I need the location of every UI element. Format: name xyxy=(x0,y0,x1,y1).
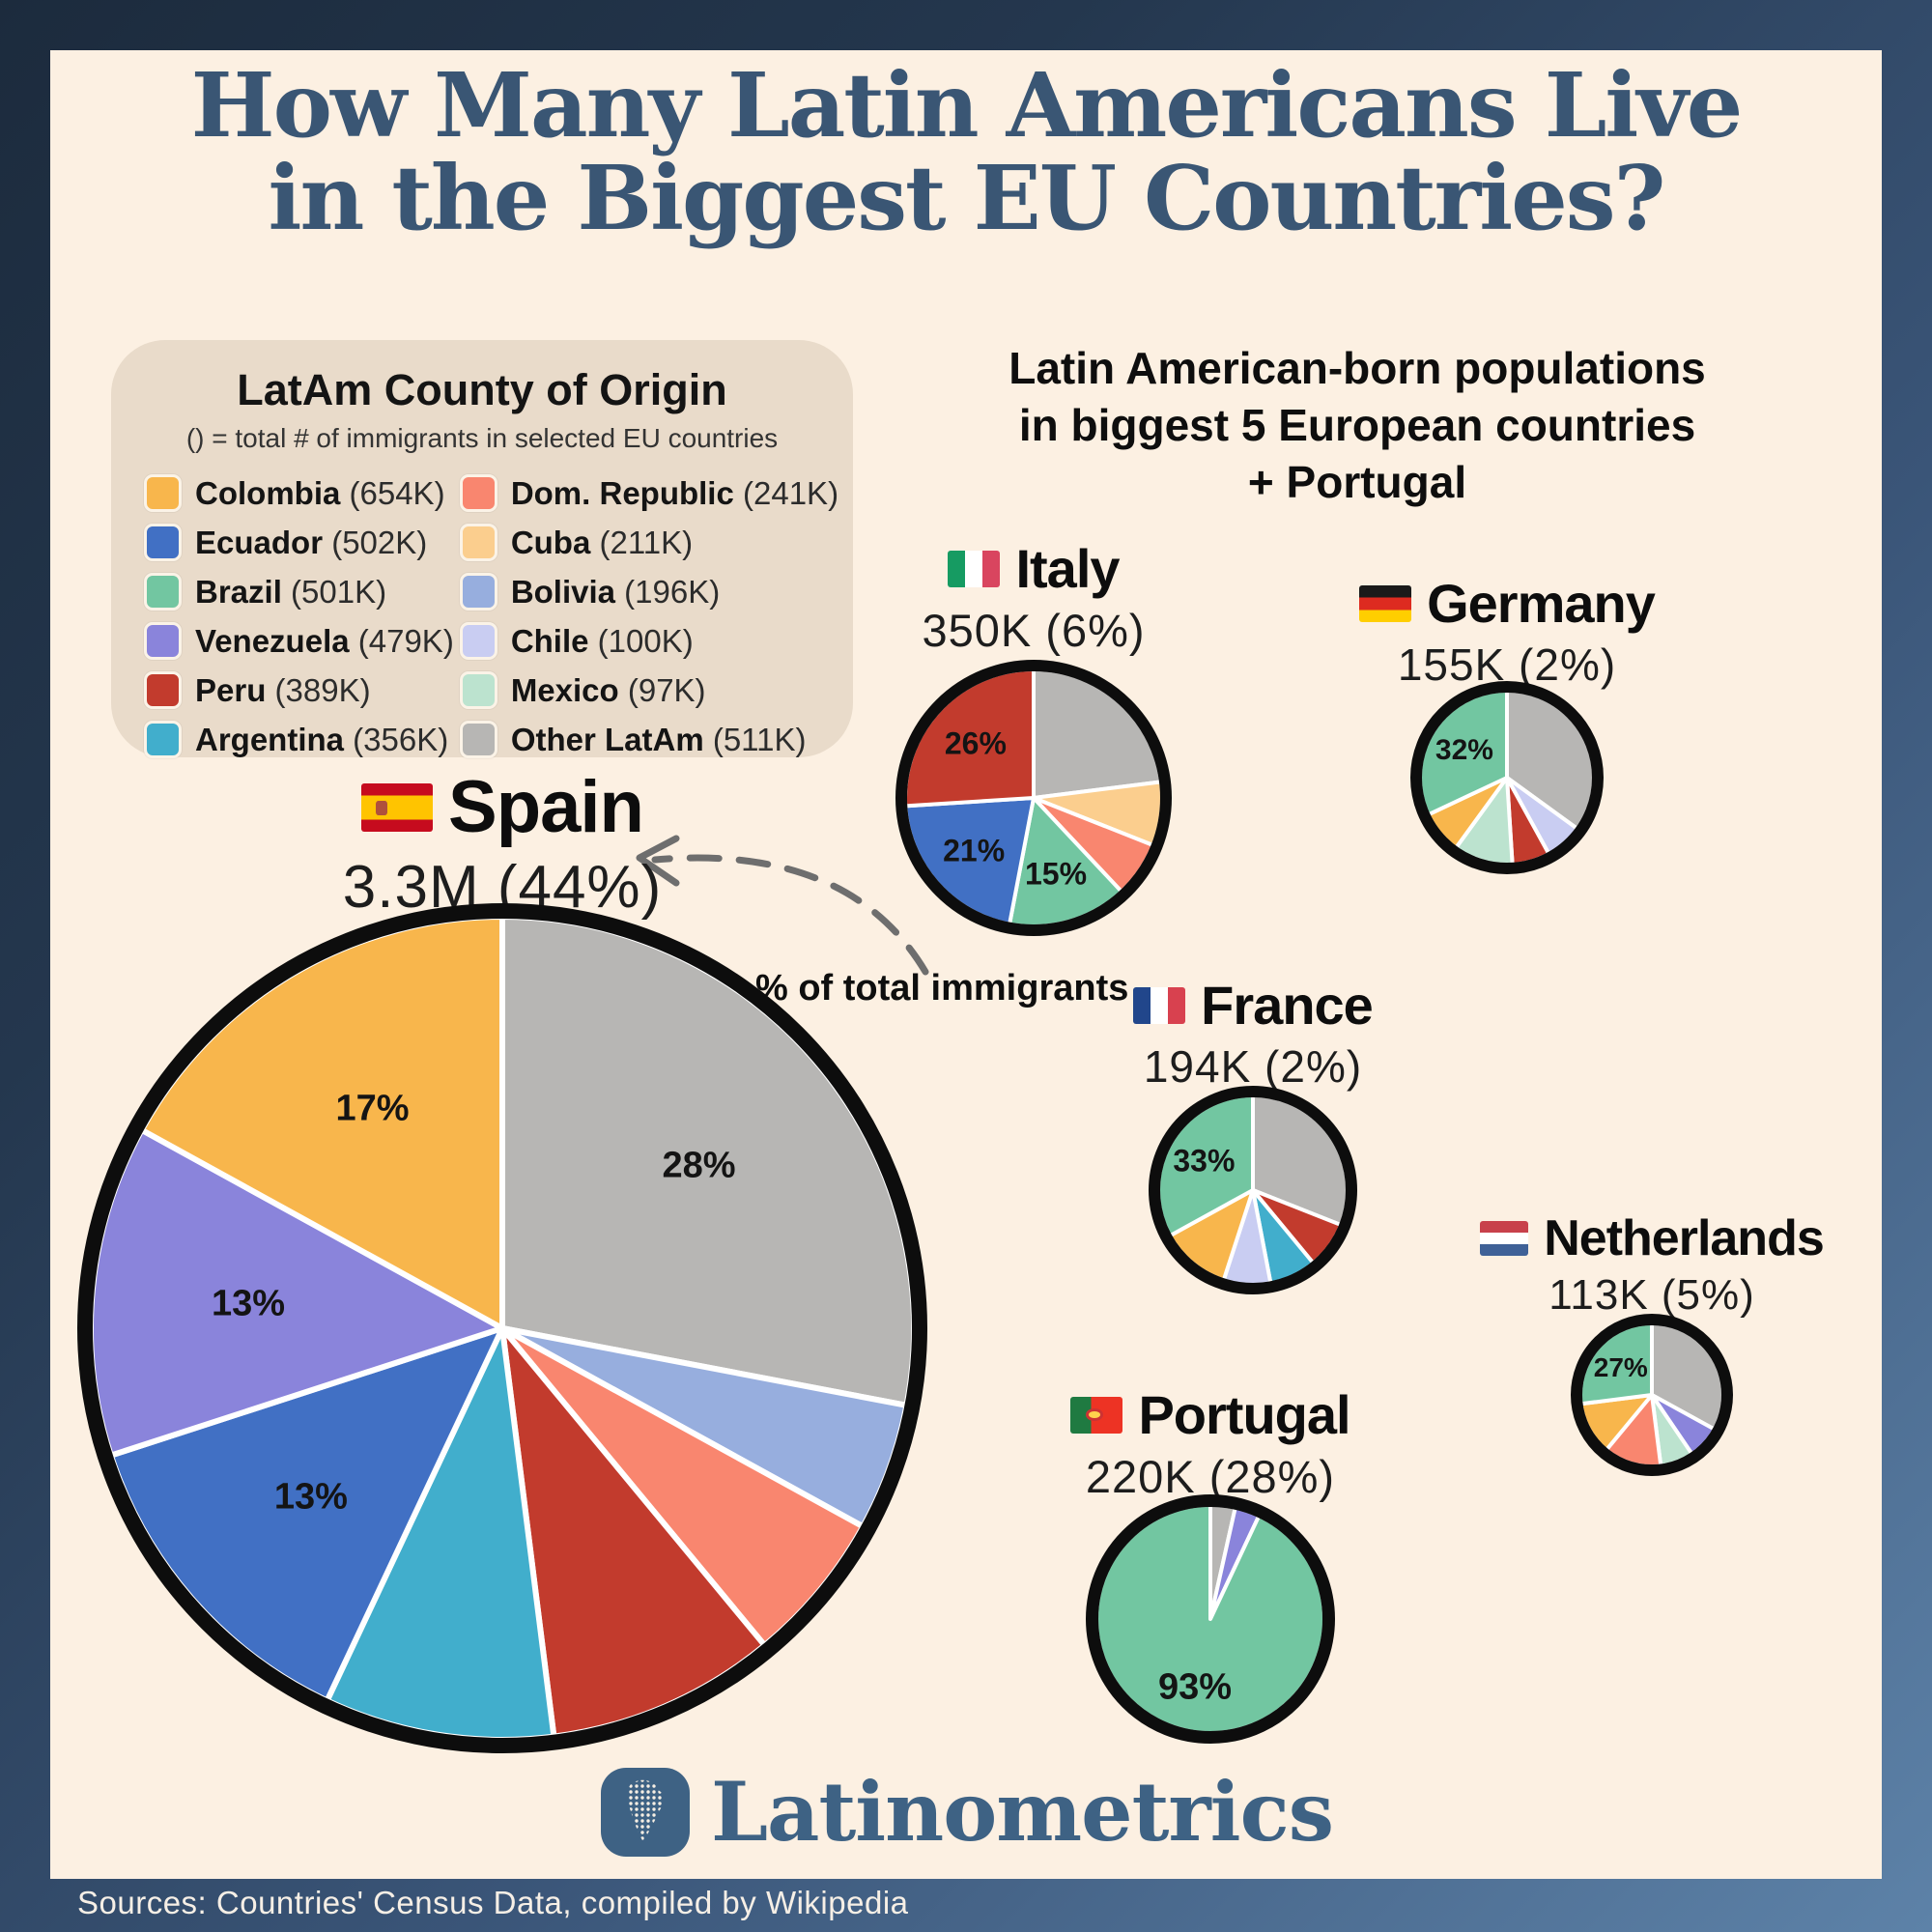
country-heading-france: France 194K (2%) xyxy=(886,974,1620,1093)
country-value: 350K (6%) xyxy=(922,605,1146,656)
legend-swatch xyxy=(459,721,497,758)
country-heading-portugal: Portugal 220K (28%) xyxy=(843,1383,1577,1503)
pie-slice-label-germany-brazil: 32% xyxy=(1435,734,1493,767)
country-heading-germany: Germany 155K (2%) xyxy=(1140,572,1874,691)
overview-line1: Latin American-born populations xyxy=(1009,343,1706,393)
country-name: France xyxy=(1201,975,1374,1036)
legend-item-dom-republic: Dom. Republic (241K) xyxy=(459,469,839,517)
netherlands-flag-icon xyxy=(1480,1221,1529,1256)
latinometrics-logo-icon xyxy=(600,1767,690,1857)
italy-flag-icon xyxy=(948,550,1001,587)
pie-outline xyxy=(1086,1494,1335,1744)
legend-item-label: Dom. Republic (241K) xyxy=(510,474,839,511)
legend-item-brazil: Brazil (501K) xyxy=(144,568,454,615)
page-title-line2: in the Biggest EU Countries? xyxy=(268,145,1666,250)
pie-slice-label-italy-brazil: 15% xyxy=(1024,856,1088,892)
country-value: 220K (28%) xyxy=(1085,1451,1336,1502)
overview-text: Latin American-born populations in bigge… xyxy=(985,340,1729,511)
legend-swatch xyxy=(144,721,182,758)
pie-outline xyxy=(1410,681,1604,874)
legend-item-mexico: Mexico (97K) xyxy=(459,667,838,714)
legend-subtitle: () = total # of immigrants in selected E… xyxy=(185,423,779,453)
overview-line3: + Portugal xyxy=(1247,456,1467,507)
legend-item-cuba: Cuba (211K) xyxy=(459,519,838,566)
legend-item-label: Colombia (654K) xyxy=(195,474,445,511)
pie-chart-spain xyxy=(77,903,927,1753)
pie-outline xyxy=(1571,1314,1733,1476)
country-name: Portugal xyxy=(1138,1384,1350,1445)
legend-item-label: Peru (389K) xyxy=(195,671,371,708)
legend-item-ecuador: Ecuador (502K) xyxy=(144,519,454,566)
pie-slice-label-italy-peru: 26% xyxy=(944,725,1007,761)
pie-slice-label-spain-colombia: 17% xyxy=(335,1088,410,1129)
page-title-line1: How Many Latin Americans Live xyxy=(190,53,1744,157)
legend-item-label: Other LatAm (511K) xyxy=(510,721,807,757)
legend-swatch xyxy=(459,573,497,611)
country-name: Spain xyxy=(448,766,644,848)
germany-flag-icon xyxy=(1359,584,1412,622)
country-value: 194K (2%) xyxy=(1143,1041,1363,1092)
legend-item-colombia: Colombia (654K) xyxy=(144,469,454,517)
pie-chart-netherlands xyxy=(1571,1314,1733,1476)
legend-swatch xyxy=(459,622,497,660)
legend-item-other-latam: Other LatAm (511K) xyxy=(459,716,838,763)
pie-outline xyxy=(1149,1086,1357,1294)
legend-item-label: Argentina (356K) xyxy=(195,721,449,757)
footer-sources: Sources: Countries' Census Data, compile… xyxy=(77,1885,909,1920)
portugal-flag-icon xyxy=(1070,1396,1123,1434)
pie-chart-italy xyxy=(895,660,1172,936)
legend-box: LatAm County of Origin () = total # of i… xyxy=(111,340,853,758)
legend-title: LatAm County of Origin xyxy=(237,365,727,414)
logo-text: Latinometrics xyxy=(710,1764,1334,1860)
france-flag-icon xyxy=(1133,986,1186,1024)
legend-swatch xyxy=(459,474,497,512)
legend-item-label: Mexico (97K) xyxy=(510,671,706,708)
country-name: Netherlands xyxy=(1544,1210,1825,1266)
legend-item-label: Chile (100K) xyxy=(510,622,694,659)
pie-slice-label-spain-ecuador: 13% xyxy=(273,1476,348,1518)
legend-item-label: Cuba (211K) xyxy=(510,524,694,560)
legend-item-label: Venezuela (479K) xyxy=(195,622,454,659)
legend-item-venezuela: Venezuela (479K) xyxy=(144,617,454,665)
country-name: Germany xyxy=(1427,573,1656,634)
legend-swatch xyxy=(144,573,182,611)
latinometrics-logo: Latinometrics xyxy=(0,1764,1932,1860)
legend-item-argentina: Argentina (356K) xyxy=(144,716,454,763)
country-heading-spain: Spain 3.3M (44%) xyxy=(135,765,869,922)
pie-slice-label-netherlands-brazil: 27% xyxy=(1593,1351,1648,1382)
pie-outline xyxy=(895,660,1172,936)
pie-slice-label-italy-ecuador: 21% xyxy=(943,833,1006,868)
country-heading-netherlands: Netherlands 113K (5%) xyxy=(1285,1209,1932,1320)
pie-slice-label-france-brazil: 33% xyxy=(1173,1143,1236,1179)
legend-swatch xyxy=(144,524,182,561)
pie-slice-label-spain-other-latam: 28% xyxy=(662,1145,736,1186)
pie-slice-label-portugal-brazil: 93% xyxy=(1158,1666,1233,1708)
legend-item-peru: Peru (389K) xyxy=(144,667,454,714)
pie-chart-germany xyxy=(1410,681,1604,874)
legend-item-label: Bolivia (196K) xyxy=(510,573,721,610)
overview-line2: in biggest 5 European countries xyxy=(1018,399,1696,450)
legend-item-label: Brazil (501K) xyxy=(195,573,387,610)
legend-swatch xyxy=(144,622,182,660)
legend-item-label: Ecuador (502K) xyxy=(195,524,428,560)
pie-slice-label-spain-venezuela: 13% xyxy=(212,1283,286,1324)
legend-swatch xyxy=(459,524,497,561)
legend-swatch xyxy=(459,671,497,709)
country-value: 113K (5%) xyxy=(1548,1271,1755,1319)
country-heading-italy: Italy 350K (6%) xyxy=(667,537,1401,657)
legend-item-bolivia: Bolivia (196K) xyxy=(459,568,838,615)
pie-outline xyxy=(77,903,927,1753)
legend-item-chile: Chile (100K) xyxy=(459,617,838,665)
country-name: Italy xyxy=(1015,538,1120,599)
legend-swatch xyxy=(144,474,182,512)
pie-chart-portugal xyxy=(1086,1494,1335,1744)
legend-grid: Colombia (654K) Ecuador (502K) Brazil (501… xyxy=(144,469,838,763)
pie-chart-france xyxy=(1149,1086,1357,1294)
legend-swatch xyxy=(144,671,182,709)
spain-flag-icon xyxy=(361,782,434,832)
page-title: How Many Latin Americans Live in the Big… xyxy=(58,53,1874,250)
